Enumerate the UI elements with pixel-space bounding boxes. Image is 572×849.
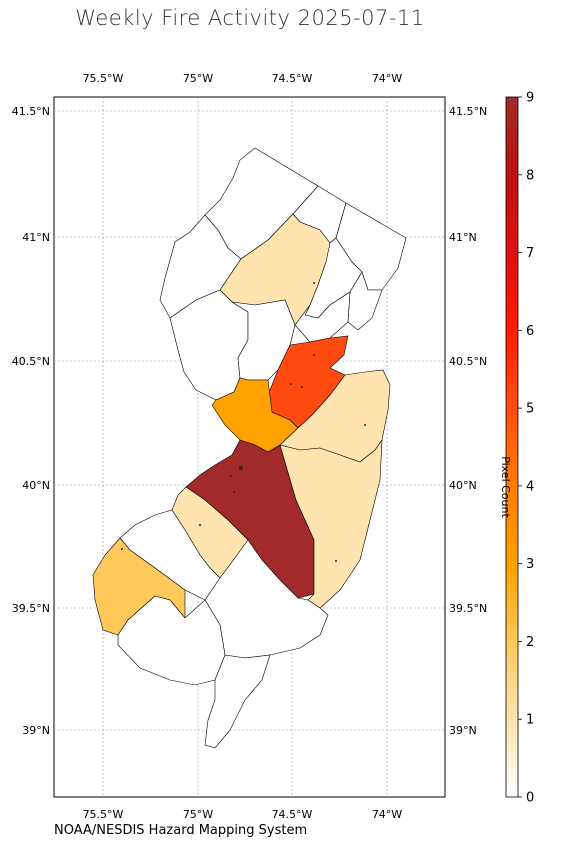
lat-label-left: 39°N bbox=[22, 724, 50, 737]
lat-label-left: 40.5°N bbox=[12, 355, 50, 368]
colorbar-tick-label: 8 bbox=[526, 168, 534, 183]
lat-label-right: 41.5°N bbox=[449, 105, 487, 118]
colorbar-tick-label: 6 bbox=[526, 324, 534, 339]
fire-point bbox=[364, 424, 366, 426]
lon-label-bottom: 75°W bbox=[183, 808, 213, 821]
lon-label-top: 75.5°W bbox=[83, 72, 124, 85]
colorbar-label: Pixel Count bbox=[499, 456, 512, 518]
fire-point bbox=[313, 354, 315, 356]
chart-title: Weekly Fire Activity 2025-07-11 bbox=[75, 6, 425, 30]
lat-label-left: 41°N bbox=[22, 231, 50, 244]
county-region[interactable] bbox=[204, 654, 271, 749]
colorbar-tick-label: 2 bbox=[526, 635, 534, 650]
county-region[interactable] bbox=[117, 595, 226, 686]
lon-labels: 75.5°W 75°W 74.5°W 74°W 75.5°W 75°W 74.5… bbox=[83, 72, 403, 821]
fire-point bbox=[313, 282, 315, 284]
fire-point bbox=[121, 548, 123, 550]
lat-labels: 41.5°N 41°N 40.5°N 40°N 39.5°N 39°N 41.5… bbox=[12, 105, 487, 737]
colorbar-tick-label: 0 bbox=[526, 791, 534, 806]
lon-label-bottom: 74°W bbox=[372, 808, 402, 821]
colorbar-tick-label: 9 bbox=[526, 91, 534, 106]
colorbar-tick-label: 3 bbox=[526, 557, 534, 572]
colorbar-ticks: 0 1 2 3 4 5 6 7 8 9 bbox=[518, 91, 534, 806]
colorbar-tick-label: 7 bbox=[526, 246, 534, 261]
lat-label-right: 39°N bbox=[449, 724, 477, 737]
lat-label-right: 41°N bbox=[449, 231, 477, 244]
county-region[interactable] bbox=[204, 539, 329, 659]
lon-label-top: 74.5°W bbox=[272, 72, 313, 85]
lon-label-top: 75°W bbox=[183, 72, 213, 85]
fire-point bbox=[230, 475, 232, 477]
fire-point bbox=[233, 491, 235, 493]
fire-point bbox=[301, 386, 303, 388]
lon-label-bottom: 75.5°W bbox=[83, 808, 124, 821]
fire-point bbox=[199, 524, 201, 526]
colorbar-tick-label: 1 bbox=[526, 713, 534, 728]
lat-label-right: 40°N bbox=[449, 479, 477, 492]
county-layer bbox=[92, 147, 407, 749]
colorbar-tick-label: 5 bbox=[526, 402, 534, 417]
lat-label-right: 40.5°N bbox=[449, 355, 487, 368]
county-region[interactable] bbox=[294, 291, 351, 343]
lat-label-left: 41.5°N bbox=[12, 105, 50, 118]
fire-point bbox=[239, 466, 243, 470]
fire-point bbox=[290, 383, 292, 385]
lat-label-left: 39.5°N bbox=[12, 602, 50, 615]
fire-points bbox=[121, 282, 366, 562]
lon-label-top: 74°W bbox=[372, 72, 402, 85]
lat-label-left: 40°N bbox=[22, 479, 50, 492]
colorbar bbox=[505, 96, 519, 798]
county-region[interactable] bbox=[279, 438, 383, 609]
fire-point bbox=[335, 560, 337, 562]
lon-label-bottom: 74.5°W bbox=[272, 808, 313, 821]
credit-text: NOAA/NESDIS Hazard Mapping System bbox=[54, 823, 308, 838]
lat-label-right: 39.5°N bbox=[449, 602, 487, 615]
colorbar-tick-label: 4 bbox=[526, 479, 534, 494]
